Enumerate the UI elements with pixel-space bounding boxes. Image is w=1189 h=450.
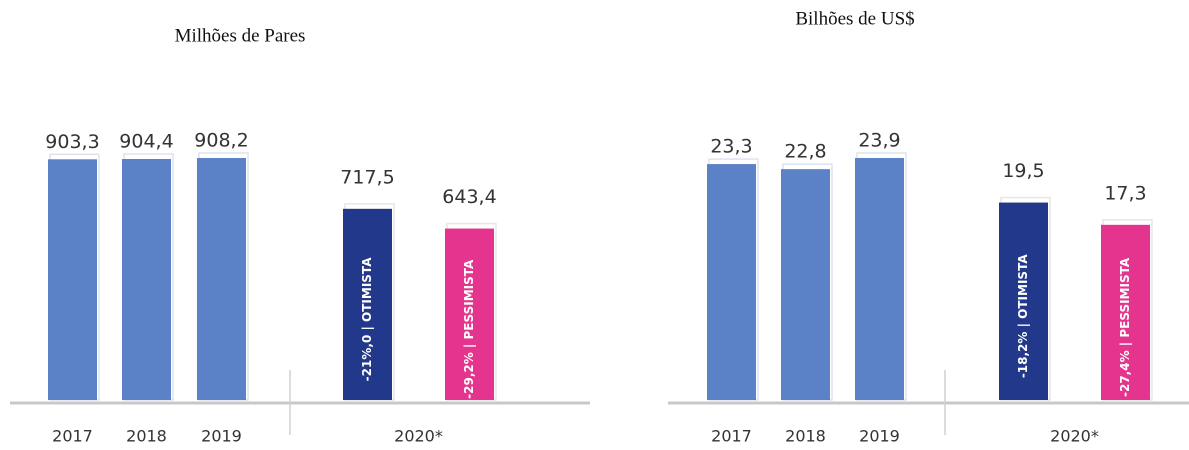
x-tick-label: 2020* <box>1050 427 1099 446</box>
bar <box>445 228 494 400</box>
value-label: 17,3 <box>1104 182 1146 204</box>
bar <box>999 202 1048 400</box>
bar-label: -18,2% | OTIMISTA <box>1016 254 1030 379</box>
bar <box>122 159 171 400</box>
bar <box>1101 224 1150 400</box>
bar <box>197 158 246 400</box>
bar-label: -27,4% | PESSIMISTA <box>1118 257 1132 397</box>
bar-label: -29,2% | PESSIMISTA <box>462 259 476 399</box>
bar <box>48 159 97 400</box>
value-label: 22,8 <box>784 141 826 163</box>
value-label: 717,5 <box>340 166 394 188</box>
x-tick-label: 2018 <box>126 427 167 446</box>
bar-label: -21%,0 | OTIMISTA <box>360 257 374 382</box>
value-label: 908,2 <box>194 130 248 152</box>
value-label: 643,4 <box>442 186 496 208</box>
value-label: 904,4 <box>119 131 173 153</box>
x-tick-label: 2020* <box>394 427 443 446</box>
bar <box>343 208 392 400</box>
chart-title: Bilhões de US$ <box>795 8 914 29</box>
chart-title: Milhões de Pares <box>175 25 306 46</box>
value-label: 19,5 <box>1002 160 1044 182</box>
x-tick-label: 2017 <box>711 427 752 446</box>
x-tick-label: 2017 <box>52 427 93 446</box>
value-label: 23,9 <box>858 130 900 152</box>
bar <box>707 164 756 400</box>
value-label: 23,3 <box>710 136 752 158</box>
bar <box>781 169 830 400</box>
bar <box>855 158 904 400</box>
x-tick-label: 2019 <box>201 427 242 446</box>
x-tick-label: 2019 <box>859 427 900 446</box>
x-tick-label: 2018 <box>785 427 826 446</box>
value-label: 903,3 <box>45 131 99 153</box>
